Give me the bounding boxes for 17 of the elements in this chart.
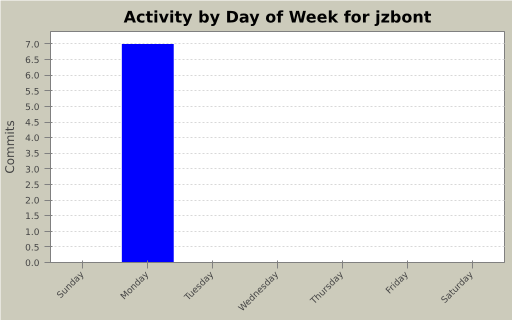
y-tick-label: 1.5: [25, 212, 40, 222]
y-tick-label: 2.5: [25, 180, 40, 191]
y-tick-label: 7.0: [25, 40, 40, 50]
y-tick-label: 3.5: [25, 150, 40, 160]
y-tick-label: 5.5: [25, 87, 40, 98]
y-tick-label: 5.0: [25, 102, 40, 113]
y-tick-label: 0.5: [25, 243, 40, 254]
y-tick-label: 0.0: [25, 259, 40, 269]
y-tick-label: 4.5: [25, 118, 40, 129]
y-tick-label: 6.5: [25, 56, 40, 66]
y-tick-label: 4.0: [25, 134, 40, 144]
y-tick-label: 3.0: [25, 165, 40, 176]
y-tick-label: 2.0: [25, 196, 40, 207]
y-tick-label: 6.0: [25, 72, 40, 82]
y-tick-label: 1.0: [25, 228, 40, 238]
chart-title: Activity by Day of Week for jzbont: [124, 8, 432, 26]
y-axis-title: Commits: [3, 120, 18, 174]
